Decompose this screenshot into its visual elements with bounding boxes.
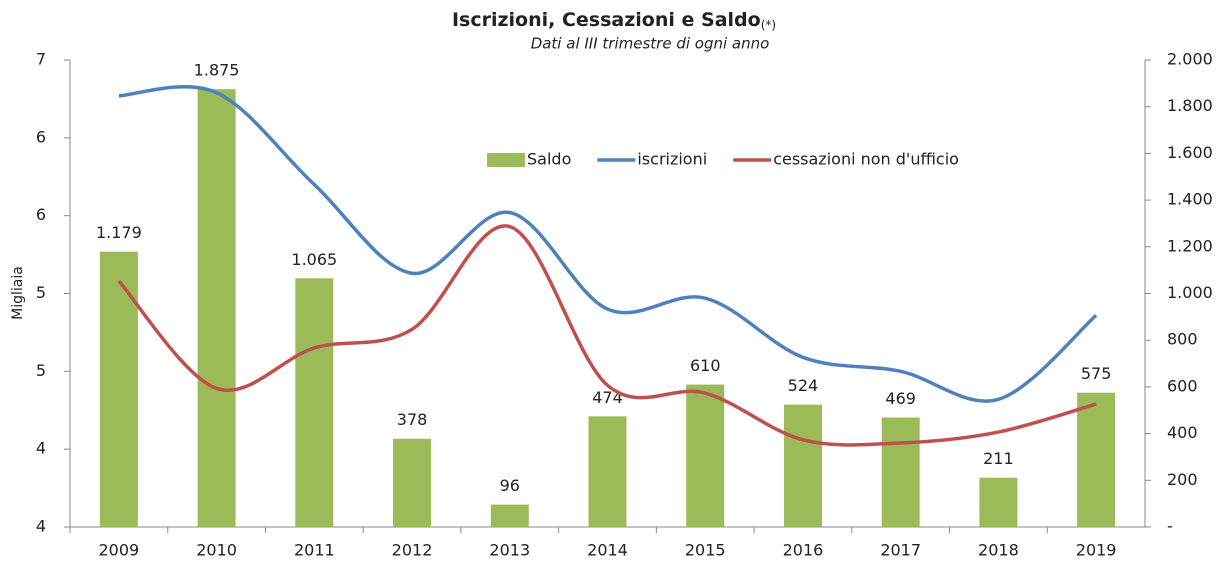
x-tick-label: 2016 xyxy=(783,541,824,560)
line xyxy=(118,85,1098,403)
bar xyxy=(99,251,138,528)
y-tick-label: 5 xyxy=(36,361,46,380)
bar xyxy=(979,477,1018,527)
y-axis-label: Migliaia xyxy=(10,266,26,320)
y2-tick-label: 1.200 xyxy=(1167,236,1213,255)
bar xyxy=(295,278,334,527)
y2-tick-label: 1.400 xyxy=(1167,190,1213,209)
y2-tick-label: 600 xyxy=(1167,376,1198,395)
data-label: 1.179 xyxy=(96,223,142,242)
data-label: 575 xyxy=(1081,364,1112,383)
x-tick-label: 2013 xyxy=(489,541,530,560)
x-tick-label: 2019 xyxy=(1076,541,1117,560)
y-tick-label: 6 xyxy=(36,205,46,224)
bar xyxy=(783,404,822,527)
bar xyxy=(1077,392,1116,527)
data-label: 469 xyxy=(885,389,916,408)
legend-swatch xyxy=(487,153,525,167)
y-tick-label: 7 xyxy=(36,50,46,69)
x-tick-label: 2015 xyxy=(685,541,726,560)
legend-label: Saldo xyxy=(527,150,571,169)
x-tick-label: 2012 xyxy=(392,541,433,560)
data-label: 610 xyxy=(690,356,721,375)
bar xyxy=(686,384,725,527)
y2-tick-label: 200 xyxy=(1167,470,1198,489)
y2-tick-label: 1.800 xyxy=(1167,96,1213,115)
bar xyxy=(197,89,236,527)
y2-tick-label: 1.600 xyxy=(1167,143,1213,162)
data-label: 524 xyxy=(788,376,819,395)
chart-title: Iscrizioni, Cessazioni e Saldo(*) xyxy=(452,9,776,32)
line xyxy=(117,224,1097,447)
y2-tick-label: 2.000 xyxy=(1167,50,1213,69)
x-tick-label: 2010 xyxy=(196,541,237,560)
title-main: Iscrizioni, Cessazioni e Saldo xyxy=(452,9,761,31)
y2-tick-label: - xyxy=(1167,517,1173,536)
x-tick-label: 2009 xyxy=(99,541,140,560)
data-label: 378 xyxy=(397,410,428,429)
legend-label: cessazioni non d'ufficio xyxy=(773,150,959,169)
bar xyxy=(881,417,920,527)
x-tick-label: 2014 xyxy=(587,541,628,560)
x-tick-label: 2018 xyxy=(978,541,1019,560)
x-tick-label: 2011 xyxy=(294,541,335,560)
subtitle: Dati al III trimestre di ogni anno xyxy=(531,35,770,53)
legend-label: iscrizioni xyxy=(637,150,707,169)
y-tick-label: 5 xyxy=(36,283,46,302)
y2-tick-label: 800 xyxy=(1167,330,1198,349)
data-label: 211 xyxy=(983,449,1014,468)
y-tick-label: 4 xyxy=(36,517,46,536)
bar xyxy=(393,438,432,527)
y-tick-label: 6 xyxy=(36,127,46,146)
data-label: 96 xyxy=(500,476,520,495)
y-tick-label: 4 xyxy=(36,439,46,458)
data-label: 1.875 xyxy=(194,61,240,80)
x-tick-label: 2017 xyxy=(880,541,921,560)
y2-tick-label: 1.000 xyxy=(1167,283,1213,302)
bar xyxy=(490,504,529,527)
bar xyxy=(588,416,627,527)
y2-tick-label: 400 xyxy=(1167,423,1198,442)
data-label: 1.065 xyxy=(291,250,337,269)
title-note: (*) xyxy=(761,18,776,32)
